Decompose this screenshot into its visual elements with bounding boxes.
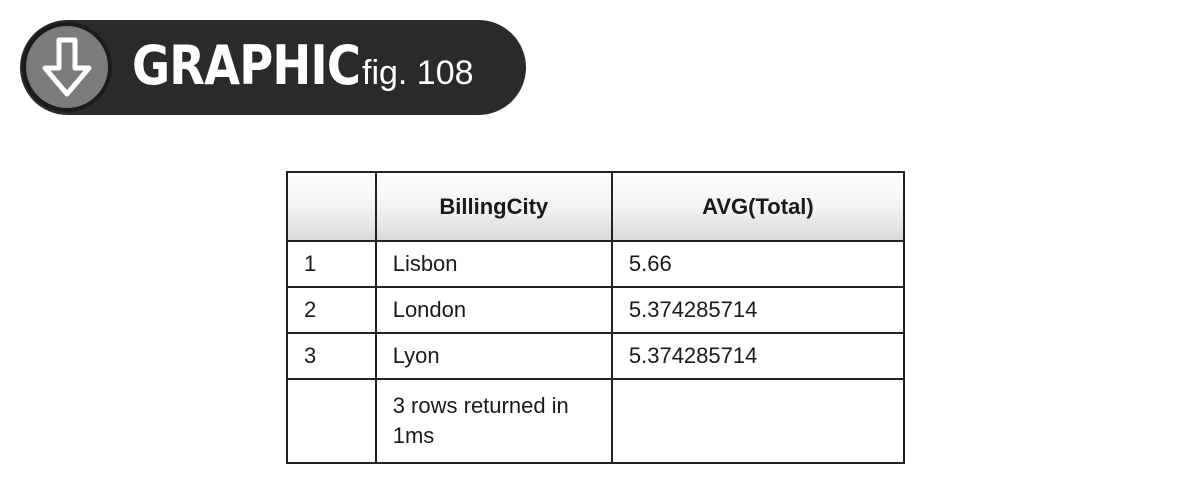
avg-total-cell: 5.374285714 — [610, 332, 906, 380]
column-header-billingcity: BillingCity — [374, 171, 613, 242]
table-header-row: BillingCity AVG(Total) — [286, 171, 906, 242]
table-row: 2 London 5.374285714 — [286, 286, 906, 334]
row-index: 2 — [286, 286, 377, 334]
table-footer-row: 3 rows returned in 1ms — [286, 378, 906, 464]
banner-label: GRAPHIC fig. 108 — [132, 34, 474, 102]
rows-returned-message: 3 rows returned in 1ms — [374, 378, 613, 464]
query-results-table: BillingCity AVG(Total) 1 Lisbon 5.66 2 L… — [286, 171, 906, 464]
banner-title: GRAPHIC — [132, 34, 361, 97]
arrow-down-circle-icon — [22, 22, 112, 112]
billing-city-cell: Lisbon — [374, 240, 613, 288]
footer-index-cell — [286, 378, 377, 464]
figure-banner: GRAPHIC fig. 108 — [20, 20, 526, 115]
column-header-avg-total: AVG(Total) — [610, 171, 906, 242]
billing-city-cell: London — [374, 286, 613, 334]
row-index: 3 — [286, 332, 377, 380]
footer-avg-cell — [610, 378, 906, 464]
avg-total-cell: 5.66 — [610, 240, 906, 288]
column-header-index — [286, 171, 377, 242]
figure-number: fig. 108 — [362, 54, 474, 92]
row-index: 1 — [286, 240, 377, 288]
table-row: 1 Lisbon 5.66 — [286, 240, 906, 288]
billing-city-cell: Lyon — [374, 332, 613, 380]
table-row: 3 Lyon 5.374285714 — [286, 332, 906, 380]
avg-total-cell: 5.374285714 — [610, 286, 906, 334]
